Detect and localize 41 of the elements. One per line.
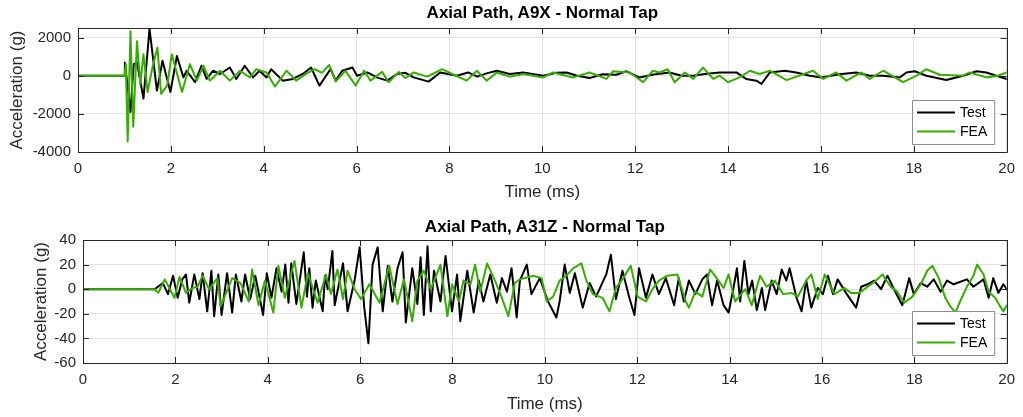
- y-tick-label: 20: [59, 254, 76, 272]
- x-tick-label: 20: [998, 370, 1015, 388]
- y-tick-label: 0: [62, 65, 71, 83]
- x-tick-label: 14: [721, 370, 738, 388]
- y-tick-label: 0: [67, 279, 76, 297]
- y-tick-label: -4000: [32, 142, 71, 160]
- x-tick-label: 8: [445, 159, 454, 177]
- x-tick-label: 12: [628, 370, 646, 388]
- x-tick-label: 20: [998, 159, 1015, 177]
- legend-label: Test: [960, 315, 986, 332]
- chart-title: Axial Path, A9X - Normal Tap: [426, 2, 659, 22]
- x-tick-label: 2: [166, 159, 176, 177]
- x-tick-label: 18: [905, 370, 923, 388]
- x-tick-label: 16: [813, 370, 831, 388]
- y-tick-label: -60: [54, 353, 76, 371]
- legend-label: Test: [960, 104, 986, 121]
- x-tick-label: 2: [171, 370, 180, 388]
- x-tick-label: 6: [355, 370, 365, 388]
- x-tick-label: 10: [533, 159, 551, 177]
- y-tick-label: -2000: [32, 103, 71, 121]
- y-tick-label: -20: [54, 303, 76, 321]
- y-tick-label: 2000: [37, 27, 71, 45]
- x-axis-title: Time (ms): [506, 394, 583, 414]
- x-tick-label: 10: [536, 370, 554, 388]
- x-tick-label: 12: [626, 159, 644, 177]
- y-tick-label: 40: [59, 230, 76, 248]
- x-tick-label: 4: [263, 370, 272, 388]
- x-tick-label: 0: [78, 370, 88, 388]
- y-tick-label: -40: [54, 328, 76, 346]
- legend-label: FEA: [960, 334, 988, 351]
- x-tick-label: 8: [448, 370, 457, 388]
- legend-label: FEA: [960, 123, 988, 140]
- x-axis-title: Time (ms): [504, 181, 581, 201]
- chart-title: Axial Path, A31Z - Normal Tap: [424, 217, 665, 237]
- x-tick-label: 16: [812, 159, 830, 177]
- x-tick-label: 18: [905, 159, 923, 177]
- x-tick-label: 14: [719, 159, 737, 177]
- y-axis-title: Acceleration (g): [30, 241, 50, 362]
- x-tick-label: 6: [352, 159, 361, 177]
- x-tick-label: 4: [259, 159, 268, 177]
- y-axis-title: Acceleration (g): [6, 30, 26, 150]
